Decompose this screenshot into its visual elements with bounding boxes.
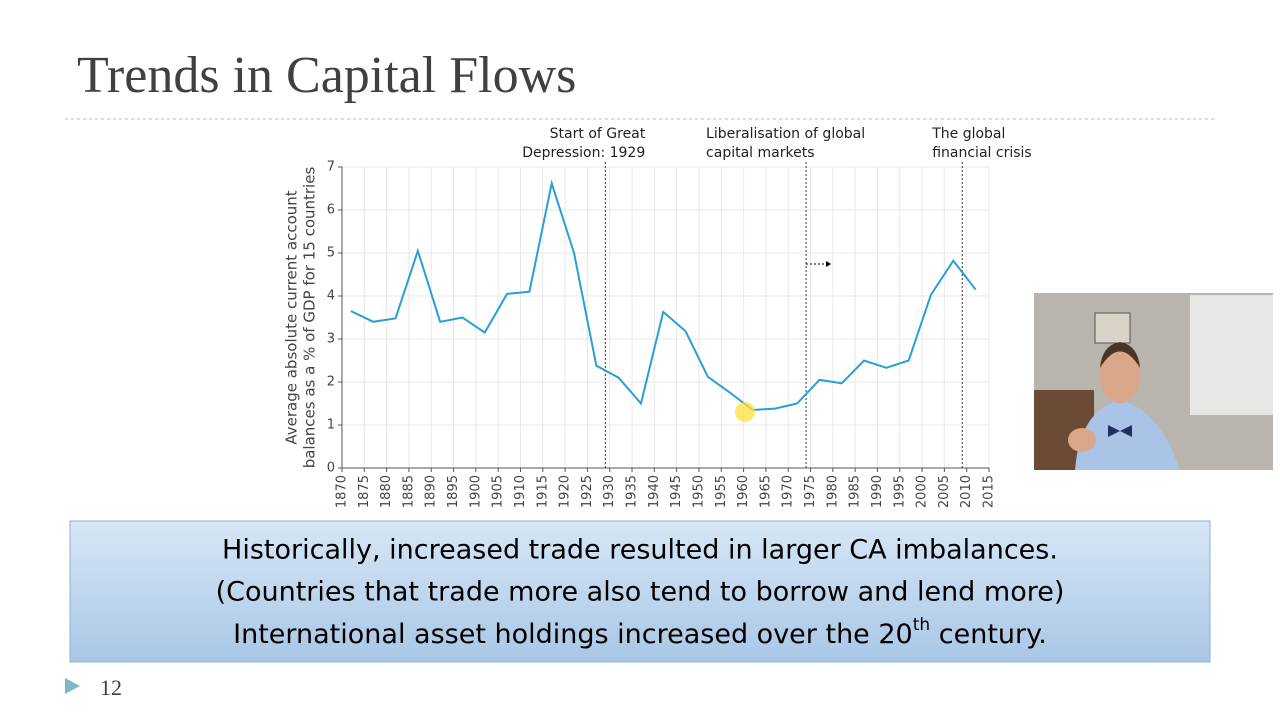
page-number: 12 xyxy=(100,675,122,700)
slide-title: Trends in Capital Flows xyxy=(77,47,576,104)
x-tick-label: 1905 xyxy=(491,475,506,508)
x-tick-label: 1910 xyxy=(513,475,528,508)
bullet-triangle xyxy=(65,678,80,694)
event-label: Liberalisation of global xyxy=(706,126,865,142)
y-tick-label: 3 xyxy=(327,332,335,347)
whiteboard xyxy=(1190,295,1273,415)
data-line xyxy=(350,179,977,411)
x-tick-label: 1890 xyxy=(424,475,439,508)
callout-text: century. xyxy=(930,619,1047,650)
x-tick-label: 1870 xyxy=(335,475,350,508)
event-label: Depression: 1929 xyxy=(522,145,645,161)
y-tick-label: 4 xyxy=(327,289,335,304)
x-tick-label: 2015 xyxy=(982,475,997,508)
callout-line: Historically, increased trade resulted i… xyxy=(222,535,1058,566)
callout: Historically, increased trade resulted i… xyxy=(216,535,1065,650)
y-tick-label: 6 xyxy=(327,203,335,218)
webcam xyxy=(1034,293,1273,470)
y-axis-label: balances as a % of GDP for 15 countries xyxy=(301,167,319,469)
x-tick-label: 1900 xyxy=(468,475,483,508)
y-tick-label: 1 xyxy=(327,418,335,433)
callout-line: (Countries that trade more also tend to … xyxy=(216,577,1065,608)
arrow-head xyxy=(826,261,831,267)
face xyxy=(1100,347,1140,403)
y-tick-label: 7 xyxy=(327,160,335,175)
x-tick-label: 1930 xyxy=(602,475,617,508)
callout-text: International asset holdings increased o… xyxy=(233,619,913,650)
x-tick-label: 1880 xyxy=(379,475,394,508)
x-tick-label: 1950 xyxy=(691,475,706,508)
event-label: The global xyxy=(931,126,1005,142)
event-label: Start of Great xyxy=(550,126,646,142)
x-tick-label: 1895 xyxy=(446,475,461,508)
bowtie xyxy=(1108,425,1132,437)
callout-line: International asset holdings increased o… xyxy=(233,615,1047,650)
event-label: financial crisis xyxy=(932,145,1031,161)
x-tick-label: 1980 xyxy=(825,475,840,508)
shirt xyxy=(1075,400,1180,470)
y-tick-label: 2 xyxy=(327,375,335,390)
x-tick-label: 1920 xyxy=(558,475,573,508)
y-axis-label: Average absolute current account xyxy=(283,190,301,444)
x-tick-label: 1945 xyxy=(669,475,684,508)
x-tick-label: 1915 xyxy=(535,475,550,508)
x-tick-label: 1995 xyxy=(892,475,907,508)
picture xyxy=(1094,312,1131,344)
y-tick-label: 0 xyxy=(327,461,335,476)
x-tick-label: 2000 xyxy=(915,475,930,508)
x-tick-label: 1960 xyxy=(736,475,751,508)
x-tick-label: 1985 xyxy=(848,475,863,508)
x-tick-label: 1970 xyxy=(781,475,796,508)
x-tick-label: 1965 xyxy=(758,475,773,508)
x-tick-label: 1955 xyxy=(714,475,729,508)
x-tick-label: 1885 xyxy=(401,475,416,508)
y-tick-label: 5 xyxy=(327,246,335,261)
x-tick-label: 1935 xyxy=(625,475,640,508)
cursor-highlight xyxy=(735,402,755,422)
x-tick-label: 1875 xyxy=(357,475,372,508)
callout-text: th xyxy=(913,615,930,635)
event-label: capital markets xyxy=(706,145,814,161)
chart: 0 1 2 3 4 5 6 7 1870 1875 1880 1885 1890 1895 1900 1905… xyxy=(283,126,1032,508)
hair xyxy=(1100,342,1140,368)
x-tick-label: 1990 xyxy=(870,475,885,508)
hand xyxy=(1068,428,1096,452)
x-tick-label: 2010 xyxy=(959,475,974,508)
callout-box xyxy=(69,520,1211,663)
x-tick-label: 1925 xyxy=(580,475,595,508)
x-tick-label: 1940 xyxy=(647,475,662,508)
x-tick-label: 1975 xyxy=(803,475,818,508)
x-tick-label: 2005 xyxy=(937,475,952,508)
